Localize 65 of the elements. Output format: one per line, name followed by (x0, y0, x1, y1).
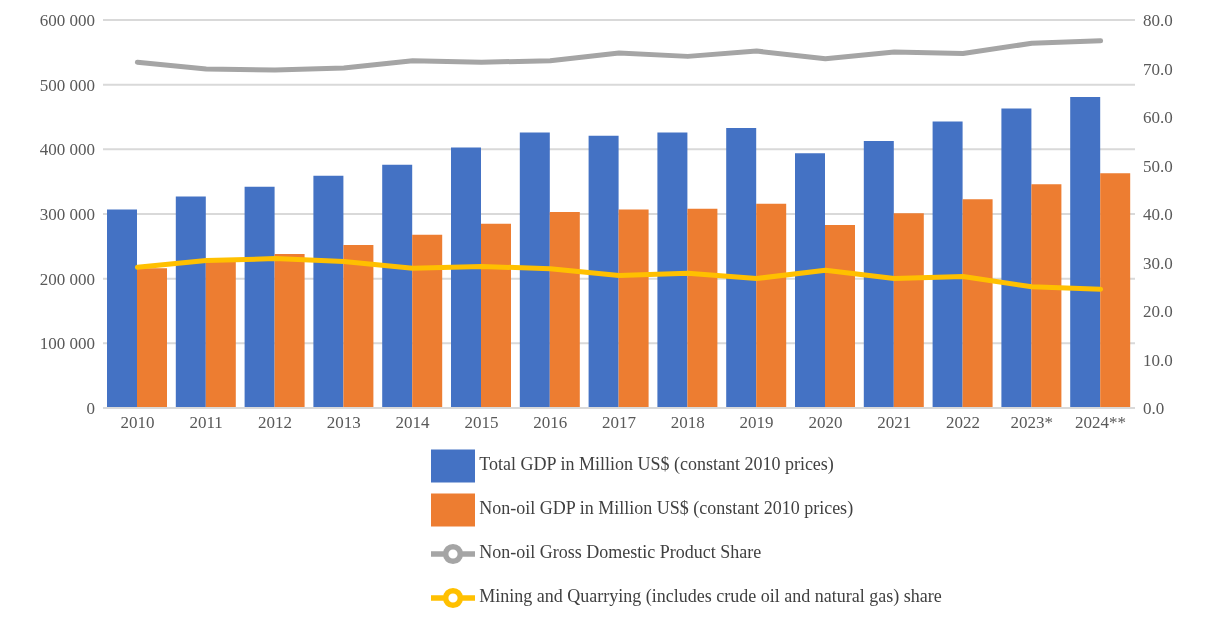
y-tick-label: 400 000 (39, 140, 95, 160)
bar (1070, 96, 1101, 408)
bar (863, 140, 894, 408)
bar (382, 164, 413, 408)
bar (137, 268, 167, 408)
y2-tick-label: 20.0 (1143, 302, 1173, 322)
bar (588, 135, 619, 408)
bar (756, 203, 787, 408)
bar (932, 121, 963, 408)
y2-tick-label: 80.0 (1143, 11, 1173, 31)
legend-label: Non-oil GDP in Million US$ (constant 2010 prices) (479, 498, 854, 519)
bar (1001, 108, 1032, 408)
bar (657, 132, 688, 408)
x-tick-label: 2016 (533, 413, 568, 433)
bar (274, 254, 305, 408)
bar (618, 209, 649, 408)
y2-tick-label: 30.0 (1143, 253, 1173, 273)
bar (313, 175, 344, 408)
x-tick-label: 2023* (1010, 413, 1054, 433)
x-tick-label: 2024** (1075, 413, 1127, 433)
x-tick-label: 2022 (946, 413, 980, 433)
y-tick-label: 500 000 (39, 75, 95, 95)
bar (343, 245, 374, 408)
x-tick-label: 2012 (258, 413, 292, 433)
bar (795, 153, 825, 408)
y2-tick-label: 50.0 (1143, 156, 1173, 176)
x-tick-label: 2020 (808, 413, 843, 433)
bar (549, 212, 580, 408)
y2-tick-label: 40.0 (1143, 205, 1173, 225)
bar (481, 223, 511, 408)
y2-tick-label: 10.0 (1143, 350, 1173, 370)
legend-label: Mining and Quarrying (includes crude oil and natural gas) share (479, 586, 942, 607)
bar (244, 186, 275, 408)
y-tick-label: 300 000 (39, 205, 95, 225)
bar (726, 127, 757, 408)
bar (1100, 173, 1131, 408)
x-tick-label: 2014 (395, 413, 431, 433)
x-tick-label: 2018 (670, 413, 705, 433)
bar (412, 234, 443, 408)
bar (825, 224, 855, 408)
legend-label: Non-oil Gross Domestic Product Share (479, 542, 762, 563)
bar (893, 213, 924, 408)
bar (175, 196, 206, 408)
x-tick-label: 2021 (877, 413, 912, 433)
x-tick-label: 2017 (602, 413, 637, 433)
bar (962, 199, 993, 408)
x-tick-label: 2015 (464, 413, 499, 433)
x-tick-label: 2013 (326, 413, 361, 433)
x-tick-label: 2010 (120, 413, 155, 433)
bar (107, 209, 137, 408)
y-tick-label: 600 000 (39, 11, 95, 31)
y2-tick-label: 60.0 (1143, 108, 1173, 128)
bar (1031, 184, 1062, 408)
y-tick-label: 0 (86, 399, 95, 419)
x-tick-label: 2019 (739, 413, 774, 433)
x-tick-label: 2011 (189, 413, 223, 433)
legend-label: Total GDP in Million US$ (constant 2010 prices) (479, 454, 834, 475)
bar (519, 132, 550, 408)
y-tick-label: 200 000 (39, 269, 95, 289)
bar (687, 208, 718, 408)
bar (451, 147, 481, 408)
bar (205, 261, 236, 408)
y2-tick-label: 0.0 (1143, 399, 1165, 419)
y2-tick-label: 70.0 (1143, 59, 1173, 79)
y-tick-label: 100 000 (39, 334, 95, 354)
